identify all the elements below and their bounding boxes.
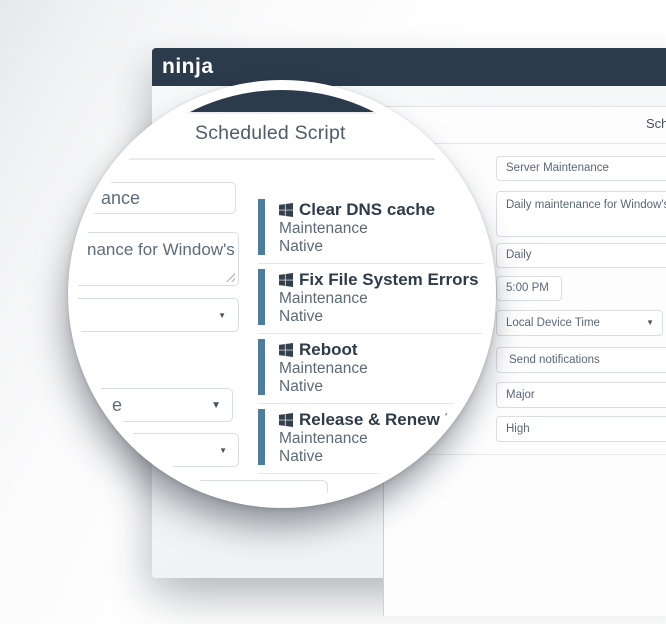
script-list-item[interactable]: Reboot Maintenance Native — [258, 334, 486, 404]
magnified-priority-select[interactable] — [78, 480, 328, 498]
script-category: Maintenance — [279, 220, 368, 237]
script-origin: Native — [279, 238, 323, 255]
script-origin: Native — [279, 378, 323, 395]
script-origin: Native — [279, 308, 323, 325]
script-origin: Native — [279, 448, 323, 465]
priority-select[interactable]: Major — [496, 382, 666, 408]
magnifier-lens: Scheduled Script ance nance for Window's… — [78, 90, 486, 498]
script-accent-bar — [258, 339, 265, 395]
script-title: Clear DNS cache — [299, 200, 436, 219]
script-list-item[interactable]: Clear DNS cache Maintenance Native — [258, 194, 486, 264]
description-textarea[interactable]: Daily maintenance for Window's Server — [496, 191, 666, 237]
app-header: ninja — [152, 48, 666, 86]
modal-title-divider — [384, 143, 666, 144]
chevron-down-icon: ▼ — [646, 318, 654, 327]
magnified-schedule-select[interactable]: ▼ — [78, 298, 239, 332]
resize-grip-icon[interactable] — [224, 271, 235, 282]
script-category: Maintenance — [279, 360, 368, 377]
script-title: Fix File System Errors — [299, 270, 479, 289]
magnified-notifications-select[interactable]: ▼ — [78, 433, 239, 467]
windows-icon — [279, 272, 293, 287]
magnified-description-value: nance for Window's — [87, 240, 235, 259]
chevron-down-icon: ▼ — [218, 310, 226, 320]
magnified-title-divider — [78, 158, 486, 160]
magnified-description-textarea[interactable]: nance for Window's — [78, 232, 239, 286]
magnified-timezone-select[interactable]: e ▼ — [78, 388, 233, 422]
magnified-header-edge — [78, 112, 486, 114]
magnified-name-input[interactable]: ance — [78, 182, 236, 214]
script-accent-bar — [258, 409, 265, 465]
magnified-timezone-value: e — [112, 395, 123, 415]
schedule-select[interactable]: Daily — [496, 243, 666, 268]
ninja-logo: ninja — [162, 55, 214, 78]
chevron-down-icon: ▼ — [211, 399, 221, 411]
modal-footer-divider — [384, 454, 666, 455]
notifications-field[interactable]: Send notifications — [496, 347, 666, 373]
magnified-name-value: ance — [101, 188, 141, 208]
timezone-value: Local Device Time — [506, 317, 600, 329]
modal-title: Scheduled Script — [646, 116, 666, 131]
script-list-item[interactable]: Release & Renew IP Address Maintenance N… — [258, 404, 486, 474]
chevron-down-icon: ▼ — [219, 445, 227, 455]
script-accent-bar — [258, 269, 265, 325]
windows-icon — [279, 412, 293, 427]
magnified-modal-title: Scheduled Script — [195, 122, 346, 144]
name-input[interactable]: Server Maintenance — [496, 156, 666, 181]
timezone-select[interactable]: Local Device Time ▼ — [496, 310, 663, 336]
magnified-header-bar — [78, 90, 486, 112]
severity-select[interactable]: High — [496, 416, 666, 442]
time-input[interactable]: 5:00 PM — [496, 276, 562, 301]
script-title: Release & Renew IP Address — [299, 410, 486, 429]
windows-icon — [279, 202, 293, 217]
script-list: Clear DNS cache Maintenance Native Fix F… — [258, 194, 486, 474]
script-title: Reboot — [299, 340, 358, 359]
script-category: Maintenance — [279, 430, 368, 447]
script-list-item[interactable]: Fix File System Errors Maintenance Nativ… — [258, 264, 486, 334]
windows-icon — [279, 342, 293, 357]
script-category: Maintenance — [279, 290, 368, 307]
script-accent-bar — [258, 199, 265, 255]
